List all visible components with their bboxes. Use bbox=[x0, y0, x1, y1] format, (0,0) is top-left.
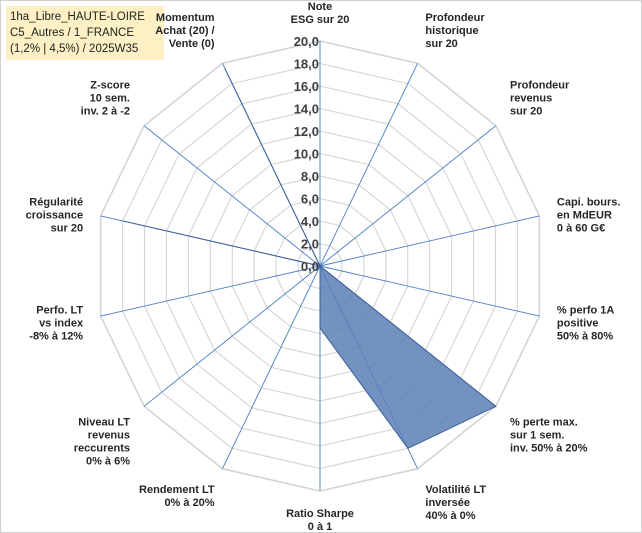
radar-spoke bbox=[100, 265, 321, 317]
radar-spoke bbox=[221, 265, 321, 469]
chart-title-box: 1ha_Libre_HAUTE-LOIRE C5_Autres / 1_FRAN… bbox=[6, 6, 164, 60]
tick-label: 2,0 bbox=[301, 237, 319, 252]
radar-spoke bbox=[143, 125, 321, 267]
tick-label: 8,0 bbox=[301, 169, 319, 184]
radar-spoke bbox=[319, 265, 540, 317]
axis-label: Ratio Sharpe 0 à 1 bbox=[286, 508, 354, 533]
tick-label: 0,0 bbox=[301, 259, 319, 274]
axis-label: Régularité croissance sur 20 bbox=[26, 196, 83, 234]
tick-label: 12,0 bbox=[294, 124, 319, 139]
axis-label: Rendement LT 0% à 20% bbox=[139, 484, 215, 509]
tick-label: 10,0 bbox=[294, 147, 319, 162]
radar-spoke bbox=[319, 215, 540, 267]
tick-label: 16,0 bbox=[294, 79, 319, 94]
radar-tick-labels: 0,0 2,0 4,0 6,0 8,0 10,0 12,0 14,0 16,0 18,0 20,0 bbox=[294, 34, 319, 274]
title-line-2: C5_Autres / 1_FRANCE bbox=[10, 27, 134, 39]
title-line-3: (1,2% | 4,5%) / 2025W35 bbox=[10, 43, 139, 55]
radar-spoke bbox=[319, 125, 497, 267]
tick-label: 6,0 bbox=[301, 192, 319, 207]
radar-spoke bbox=[319, 63, 419, 267]
axis-label: Momentum Achat (20) / Vente (0) bbox=[155, 12, 215, 50]
axis-label: % perfo 1A positive 50% à 80% bbox=[557, 305, 615, 343]
axis-label: Capi. bours. en MdEUR 0 à 60 G€ bbox=[557, 196, 621, 234]
axis-label: % perte max. sur 1 sem. inv. 50% à 20% bbox=[510, 417, 588, 455]
tick-label: 20,0 bbox=[294, 34, 319, 49]
tick-label: 4,0 bbox=[301, 214, 319, 229]
axis-label: Perfo. LT vs index -8% à 12% bbox=[29, 305, 84, 343]
axis-label: Note ESG sur 20 bbox=[291, 1, 350, 26]
tick-label: 18,0 bbox=[294, 57, 319, 72]
axis-label: Z-score 10 sem. inv. 2 à -2 bbox=[81, 80, 130, 118]
radar-series bbox=[122, 68, 497, 450]
axis-label: Volatilité LT inversée 40% à 0% bbox=[425, 484, 486, 522]
radar-axis-labels: Note ESG sur 20 Profondeur historique sur 20… bbox=[26, 1, 621, 533]
tick-label: 14,0 bbox=[294, 102, 319, 117]
axis-label: Niveau LT revenus reccurents 0% à 6% bbox=[74, 417, 131, 468]
radar-spoke bbox=[143, 265, 321, 407]
title-line-1: 1ha_Libre_HAUTE-LOIRE bbox=[10, 11, 145, 23]
axis-label: Profondeur revenus sur 20 bbox=[510, 80, 570, 118]
axis-label: Profondeur historique sur 20 bbox=[425, 12, 485, 50]
